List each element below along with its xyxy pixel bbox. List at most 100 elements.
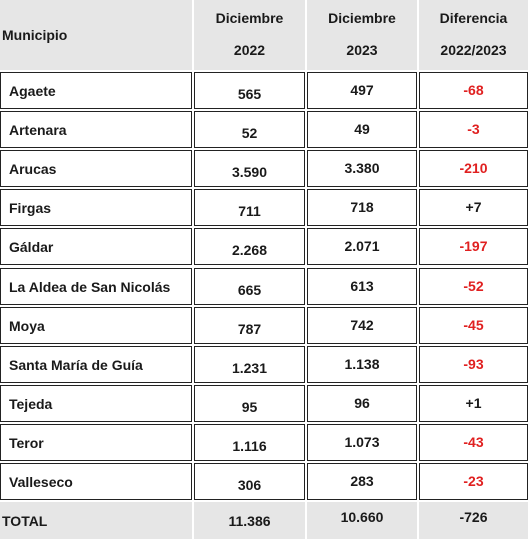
cell-2022: 565: [194, 72, 305, 109]
cell-2023: 3.380: [307, 150, 417, 187]
cell-2023: 2.071: [307, 228, 417, 265]
cell-municipio: Valleseco: [0, 463, 192, 500]
cell-diff: +1: [419, 385, 528, 422]
cell-2022: 3.590: [194, 150, 305, 187]
cell-2022-value: 3.590: [231, 164, 268, 180]
total-2022: 11.386: [228, 513, 271, 529]
cell-2022-value: 2.268: [231, 242, 268, 258]
cell-diff-value: -45: [463, 317, 484, 333]
header-2022-line2: 2022: [233, 42, 266, 58]
cell-2023: 1.138: [307, 346, 417, 383]
header-municipio-label: Municipio: [2, 27, 68, 43]
cell-2022-value: 1.116: [232, 438, 267, 454]
cell-municipio: Gáldar: [0, 228, 192, 265]
cell-municipio-value: Teror: [9, 434, 44, 451]
cell-2023-value: 718: [350, 199, 374, 215]
cell-2022-value: 306: [237, 477, 262, 493]
header-diff-line1: Diferencia: [439, 10, 508, 26]
cell-2023: 613: [307, 268, 417, 305]
cell-municipio: Tejeda: [0, 385, 192, 422]
cell-municipio-value: Santa María de Guía: [9, 356, 143, 373]
cell-2022-value: 787: [237, 321, 262, 337]
cell-municipio-value: Artenara: [9, 121, 67, 138]
cell-2023-value: 497: [350, 82, 374, 98]
cell-diff: +7: [419, 189, 528, 226]
cell-2023-value: 2.071: [344, 238, 380, 254]
cell-diff-value: -23: [463, 473, 484, 489]
cell-diff-value: -197: [459, 238, 488, 254]
cell-municipio: Teror: [0, 424, 192, 461]
cell-diff-value: +7: [465, 199, 482, 215]
header-2023-line1: Diciembre: [328, 10, 396, 26]
cell-municipio-value: Valleseco: [9, 473, 73, 490]
header-diferencia: Diferencia 2022/2023: [419, 0, 528, 70]
cell-2023: 96: [307, 385, 417, 422]
cell-2022-value: 52: [241, 125, 258, 141]
cell-diff-value: -52: [463, 278, 484, 294]
header-municipio: Municipio: [0, 0, 192, 70]
cell-diff-value: -210: [459, 160, 488, 176]
cell-2023: 497: [307, 72, 417, 109]
cell-municipio: Santa María de Guía: [0, 346, 192, 383]
cell-municipio-value: Firgas: [9, 199, 52, 216]
cell-diff: -43: [419, 424, 528, 461]
cell-2023: 742: [307, 307, 417, 344]
cell-diff: -68: [419, 72, 528, 109]
cell-2022-value: 565: [237, 86, 262, 102]
cell-municipio: Firgas: [0, 189, 192, 226]
total-2023-cell: 10.660: [307, 502, 417, 539]
cell-2022-value: 665: [237, 282, 262, 298]
total-label-cell: TOTAL: [0, 502, 192, 539]
header-2022-line1: Diciembre: [215, 10, 284, 26]
cell-diff: -23: [419, 463, 528, 500]
cell-2023-value: 742: [350, 317, 374, 333]
cell-2023-value: 3.380: [344, 160, 380, 176]
cell-municipio-value: Agaete: [9, 82, 56, 99]
cell-municipio: Artenara: [0, 111, 192, 148]
cell-2023-value: 1.073: [344, 434, 380, 450]
cell-2022-value: 711: [238, 203, 261, 219]
cell-2022: 1.231: [194, 346, 305, 383]
cell-2022: 1.116: [194, 424, 305, 461]
cell-diff: -3: [419, 111, 528, 148]
total-diff: -726: [459, 509, 488, 525]
cell-diff-value: -93: [463, 356, 484, 372]
header-diciembre-2022: Diciembre 2022: [194, 0, 305, 70]
cell-diff: -210: [419, 150, 528, 187]
cell-diff: -93: [419, 346, 528, 383]
cell-2022-value: 1.231: [231, 360, 268, 376]
cell-2023: 718: [307, 189, 417, 226]
cell-diff: -197: [419, 228, 528, 265]
cell-municipio-value: Tejeda: [9, 395, 53, 412]
cell-2023-value: 49: [354, 121, 370, 137]
cell-diff: -52: [419, 268, 528, 305]
cell-municipio-value: Gáldar: [9, 238, 54, 255]
cell-municipio: La Aldea de San Nicolás: [0, 268, 192, 305]
cell-municipio: Arucas: [0, 150, 192, 187]
header-diciembre-2023: Diciembre 2023: [307, 0, 417, 70]
cell-2023-value: 283: [350, 473, 374, 489]
cell-2023-value: 96: [354, 395, 370, 411]
cell-2023: 49: [307, 111, 417, 148]
total-2022-cell: 11.386: [194, 502, 305, 539]
cell-municipio: Agaete: [0, 72, 192, 109]
cell-2023-value: 613: [350, 278, 374, 294]
header-diff-line2: 2022/2023: [440, 42, 507, 58]
cell-2022-value: 95: [241, 399, 258, 415]
cell-diff: -45: [419, 307, 528, 344]
cell-diff-value: +1: [465, 395, 482, 411]
cell-municipio-value: La Aldea de San Nicolás: [9, 278, 171, 295]
cell-municipio: Moya: [0, 307, 192, 344]
cell-2022: 306: [194, 463, 305, 500]
cell-2023: 1.073: [307, 424, 417, 461]
cell-2023: 283: [307, 463, 417, 500]
cell-2022: 711: [194, 189, 305, 226]
cell-2022: 52: [194, 111, 305, 148]
cell-2023-value: 1.138: [344, 356, 380, 372]
cell-diff-value: -68: [463, 82, 484, 98]
cell-2022: 787: [194, 307, 305, 344]
cell-municipio-value: Arucas: [9, 160, 57, 177]
header-2023-line2: 2023: [346, 42, 378, 58]
cell-2022: 95: [194, 385, 305, 422]
